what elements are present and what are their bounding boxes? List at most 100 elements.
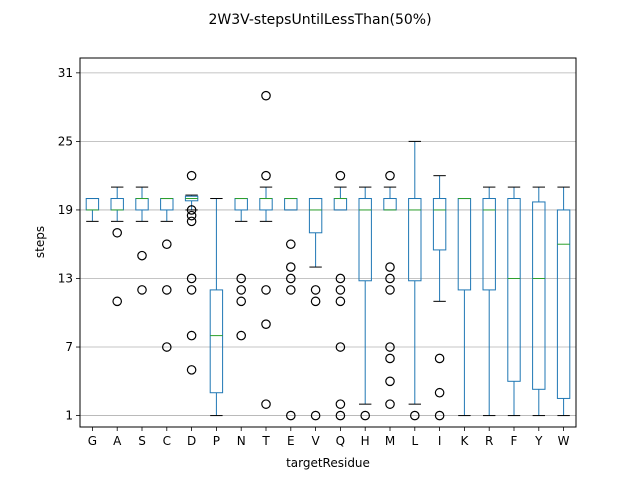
outlier-point [434, 387, 445, 398]
plot-frame [79, 57, 577, 428]
outlier-point [162, 342, 172, 352]
outlier-point [112, 296, 122, 307]
outlier-point [310, 285, 321, 295]
y-tick-label: 1 [65, 409, 73, 423]
box-N [234, 198, 248, 341]
outlier-point [434, 353, 445, 364]
box-iqr [432, 198, 447, 251]
outlier-point [385, 262, 395, 272]
box-Y [532, 186, 546, 417]
box-iqr [383, 198, 397, 211]
box-V [308, 198, 323, 421]
box-iqr [209, 289, 224, 394]
x-tick-label: E [287, 434, 295, 448]
outlier-point [335, 170, 346, 181]
outlier-point [186, 205, 197, 215]
outlier-point [385, 273, 395, 284]
box-iqr [532, 201, 546, 390]
x-tick-label: H [361, 434, 370, 448]
box-iqr [457, 198, 472, 291]
box-L [408, 140, 422, 421]
outlier-point [285, 273, 296, 284]
outlier-point [335, 285, 346, 295]
x-tick-label: N [237, 434, 246, 448]
outlier-point [360, 410, 370, 421]
y-tick-label: 19 [58, 203, 73, 217]
outlier-point [261, 90, 271, 101]
outlier-point [112, 227, 122, 238]
outlier-point [335, 296, 346, 307]
box-W [556, 186, 571, 417]
outlier-point [385, 342, 395, 352]
outlier-point [385, 399, 395, 409]
x-tick-label: G [88, 434, 97, 448]
outlier-point [285, 239, 296, 250]
x-tick-label: Y [534, 434, 543, 448]
box-iqr [234, 198, 248, 211]
box-iqr [507, 198, 521, 382]
outlier-point [236, 330, 246, 341]
box-iqr [259, 198, 273, 211]
outlier-point [162, 285, 172, 295]
boxes-layer [85, 90, 571, 421]
box-F [507, 186, 521, 417]
outlier-point [261, 399, 271, 409]
outlier-point [335, 399, 346, 409]
x-tick-label: D [187, 434, 196, 448]
box-iqr [482, 198, 496, 291]
outlier-point [261, 319, 271, 329]
box-M [383, 170, 397, 409]
outlier-point [434, 410, 445, 421]
x-tick-label: I [438, 434, 442, 448]
box-iqr [333, 198, 348, 211]
box-C [160, 198, 174, 352]
box-iqr [408, 198, 422, 282]
outlier-point [186, 170, 197, 181]
x-tick-label: R [485, 434, 493, 448]
y-tick-label: 31 [58, 66, 73, 80]
outlier-point [137, 250, 147, 261]
grid-lines [80, 72, 576, 416]
outlier-point [285, 262, 296, 272]
x-tick-label: F [511, 434, 518, 448]
outlier-point [236, 296, 246, 307]
outlier-point [186, 365, 197, 375]
box-iqr [358, 198, 372, 282]
outlier-point [310, 296, 321, 307]
outlier-point [186, 285, 197, 295]
box-E [284, 198, 298, 421]
outlier-point [186, 216, 197, 227]
x-tick-label: L [411, 434, 418, 448]
box-iqr [160, 198, 174, 211]
box-iqr [308, 198, 323, 234]
outlier-point [261, 170, 271, 181]
box-iqr [284, 198, 298, 211]
outlier-point [385, 170, 395, 181]
outlier-point [385, 353, 395, 364]
chart-title: 2W3V-stepsUntilLessThan(50%) [208, 12, 431, 28]
box-iqr [135, 198, 149, 211]
outlier-point [236, 285, 246, 295]
y-axis-label: steps [33, 226, 47, 258]
outlier-point [335, 410, 346, 421]
outlier-point [162, 239, 172, 250]
box-K [457, 198, 472, 417]
box-G [85, 198, 100, 222]
outlier-point [285, 285, 296, 295]
box-T [259, 90, 273, 409]
x-tick-label: S [138, 434, 146, 448]
y-tick-label: 13 [58, 271, 73, 285]
box-iqr [556, 209, 571, 399]
x-tick-label: W [558, 434, 570, 448]
x-tick-label: V [311, 434, 320, 448]
x-tick-label: K [460, 434, 469, 448]
outlier-point [409, 410, 420, 421]
box-I [432, 175, 447, 421]
outlier-point [285, 410, 296, 421]
outlier-point [385, 376, 395, 387]
x-tick-label: C [163, 434, 171, 448]
x-tick-label: A [113, 434, 122, 448]
outlier-point [261, 285, 271, 295]
